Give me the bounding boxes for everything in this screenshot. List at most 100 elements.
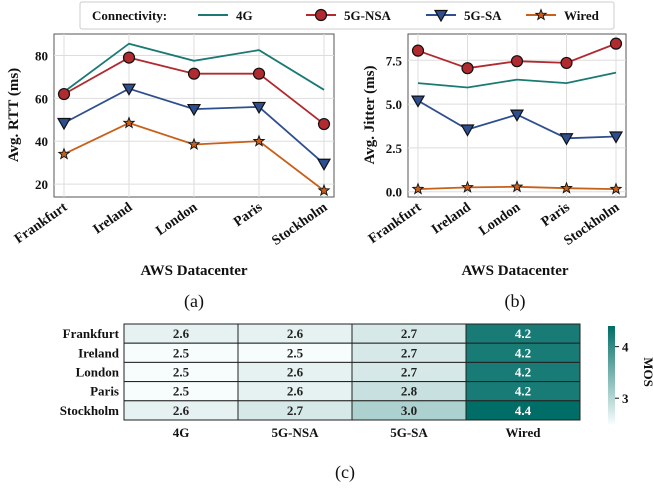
- ylabel-rtt: Avg. RTT (ms): [6, 68, 22, 162]
- legend-title: Connectivity:: [92, 8, 167, 23]
- legend-marker-5g-sa: [433, 9, 449, 23]
- heatmap-cell-value: 4.2: [515, 384, 531, 399]
- jitter-ytick: 0.0: [386, 185, 402, 200]
- jitter-point-5g-sa: [410, 95, 426, 108]
- heatmap-mos: (c) MOS Frankfurt 2.6 2.6 2.7 4.2 Ireland 2.5 2…: [60, 323, 653, 483]
- heatmap-cell-value: 2.5: [287, 345, 304, 360]
- heatmap-cell-value: 2.6: [287, 384, 304, 399]
- rtt-point-5g-nsa: [252, 67, 266, 80]
- heatmap-cell-value: 4.2: [515, 326, 531, 341]
- rtt-xtick: Paris: [231, 200, 266, 230]
- legend-marker-5g-nsa: [314, 8, 328, 22]
- chart-jitter: Avg. Jitter (ms) AWS Datacenter (b) 0.0 2…: [362, 33, 627, 312]
- heatmap-cell: [465, 400, 581, 421]
- jitter-series-4g: [417, 71, 617, 89]
- jitter-point-wired: [560, 181, 573, 194]
- xlabel-rtt: AWS Datacenter: [140, 263, 247, 279]
- heatmap-cell-value: 3.0: [401, 403, 417, 418]
- jitter-ytick: 7.5: [386, 53, 403, 68]
- caption-a: (a): [184, 291, 204, 312]
- jitter-xtick: Frankfurt: [366, 200, 425, 247]
- rtt-point-5g-sa: [186, 103, 202, 117]
- jitter-point-5g-nsa: [560, 56, 573, 70]
- jitter-ytick: 5.0: [386, 97, 402, 112]
- heatmap-cell-value: 2.7: [401, 345, 418, 360]
- jitter-point-5g-nsa: [510, 55, 524, 68]
- colorbar-label: MOS: [641, 357, 653, 387]
- rtt-point-5g-nsa: [57, 87, 71, 101]
- rtt-point-5g-sa: [56, 117, 72, 131]
- jitter-point-wired: [609, 182, 623, 195]
- jitter-point-5g-sa: [559, 133, 574, 146]
- rtt-ytick: 80: [35, 48, 48, 63]
- heatmap-col-label: 5G-SA: [390, 425, 428, 440]
- rtt-point-5g-sa: [121, 83, 137, 96]
- heatmap-row-label: Ireland: [78, 345, 120, 360]
- jitter-xtick: Stockholm: [561, 200, 622, 249]
- heatmap-cell-value: 2.6: [173, 326, 190, 341]
- jitter-point-5g-sa: [509, 109, 525, 122]
- heatmap-cell-value: 4.2: [515, 365, 531, 380]
- legend-label-wired: Wired: [564, 8, 600, 23]
- rtt-point-wired: [122, 116, 136, 129]
- heatmap-cell-value: 2.5: [173, 345, 190, 360]
- jitter-xtick: London: [476, 200, 523, 239]
- jitter-ytick: 2.5: [386, 141, 403, 156]
- rtt-ytick: 40: [35, 134, 48, 149]
- xlabel-jitter: AWS Datacenter: [461, 263, 568, 279]
- rtt-point-5g-nsa: [122, 51, 136, 64]
- heatmap-cell-value: 2.7: [401, 326, 418, 341]
- heatmap-row-label: London: [76, 365, 120, 380]
- rtt-point-5g-sa: [251, 101, 267, 115]
- legend-label-5g-sa: 5G-SA: [464, 8, 502, 23]
- jitter-xtick: Paris: [539, 200, 574, 230]
- jitter-point-5g-sa: [608, 131, 624, 144]
- jitter-point-5g-sa: [460, 124, 475, 137]
- heatmap-cell-value: 2.6: [287, 326, 304, 341]
- heatmap-cell-value: 2.6: [287, 365, 304, 380]
- heatmap-cell-value: 4.2: [515, 345, 531, 360]
- jitter-point-5g-nsa: [609, 37, 623, 50]
- legend-marker-wired: [534, 8, 548, 21]
- heatmap-cell-value: 2.7: [401, 365, 418, 380]
- rtt-point-wired: [317, 183, 331, 197]
- rtt-ytick: 20: [35, 177, 48, 192]
- rtt-xtick: Frankfurt: [12, 200, 71, 247]
- jitter-point-wired: [411, 182, 425, 195]
- colorbar-tick-label: 3: [622, 391, 629, 406]
- jitter-point-wired: [510, 180, 524, 193]
- heatmap-col-label: 5G-NSA: [272, 425, 320, 440]
- heatmap-cell-value: 2.8: [401, 384, 418, 399]
- rtt-point-5g-sa: [316, 158, 332, 171]
- legend-label-4g: 4G: [236, 8, 253, 23]
- rtt-ytick: 60: [35, 91, 48, 106]
- rtt-xtick: Ireland: [91, 200, 136, 238]
- legend-items: 4G 5G-NSA 5G-SA Wired: [198, 8, 600, 23]
- heatmap-row-label: Frankfurt: [63, 326, 120, 341]
- heatmap-cell-value: 4.4: [515, 403, 532, 418]
- ylabel-jitter: Avg. Jitter (ms): [362, 66, 378, 165]
- rtt-point-wired: [187, 137, 201, 150]
- legend-label-5g-nsa: 5G-NSA: [344, 8, 392, 23]
- heatmap-cell-value: 2.6: [173, 403, 190, 418]
- jitter-point-wired: [461, 180, 474, 193]
- chart-rtt: Avg. RTT (ms) AWS Datacenter (a) 20 40 60 8…: [6, 33, 335, 312]
- rtt-point-wired: [252, 134, 266, 147]
- heatmap-cell-value: 2.5: [173, 384, 190, 399]
- colorbar: [608, 326, 615, 424]
- caption-b: (b): [505, 291, 526, 312]
- jitter-point-5g-nsa: [461, 62, 474, 75]
- heatmap-col-label: 4G: [173, 425, 190, 440]
- jitter-xtick: Ireland: [429, 200, 474, 238]
- heatmap-col-label: Wired: [506, 425, 542, 440]
- rtt-point-5g-nsa: [187, 67, 201, 80]
- rtt-point-5g-nsa: [317, 117, 331, 131]
- jitter-point-5g-nsa: [411, 44, 425, 57]
- rtt-xtick: Stockholm: [269, 200, 330, 249]
- legend: Connectivity: 4G 5G-NSA 5G-SA Wired: [79, 1, 615, 30]
- legend-frame: [79, 1, 615, 30]
- caption-c: (c): [335, 462, 355, 483]
- rtt-series-4g: [63, 42, 325, 93]
- heatmap-cell-value: 2.5: [173, 365, 190, 380]
